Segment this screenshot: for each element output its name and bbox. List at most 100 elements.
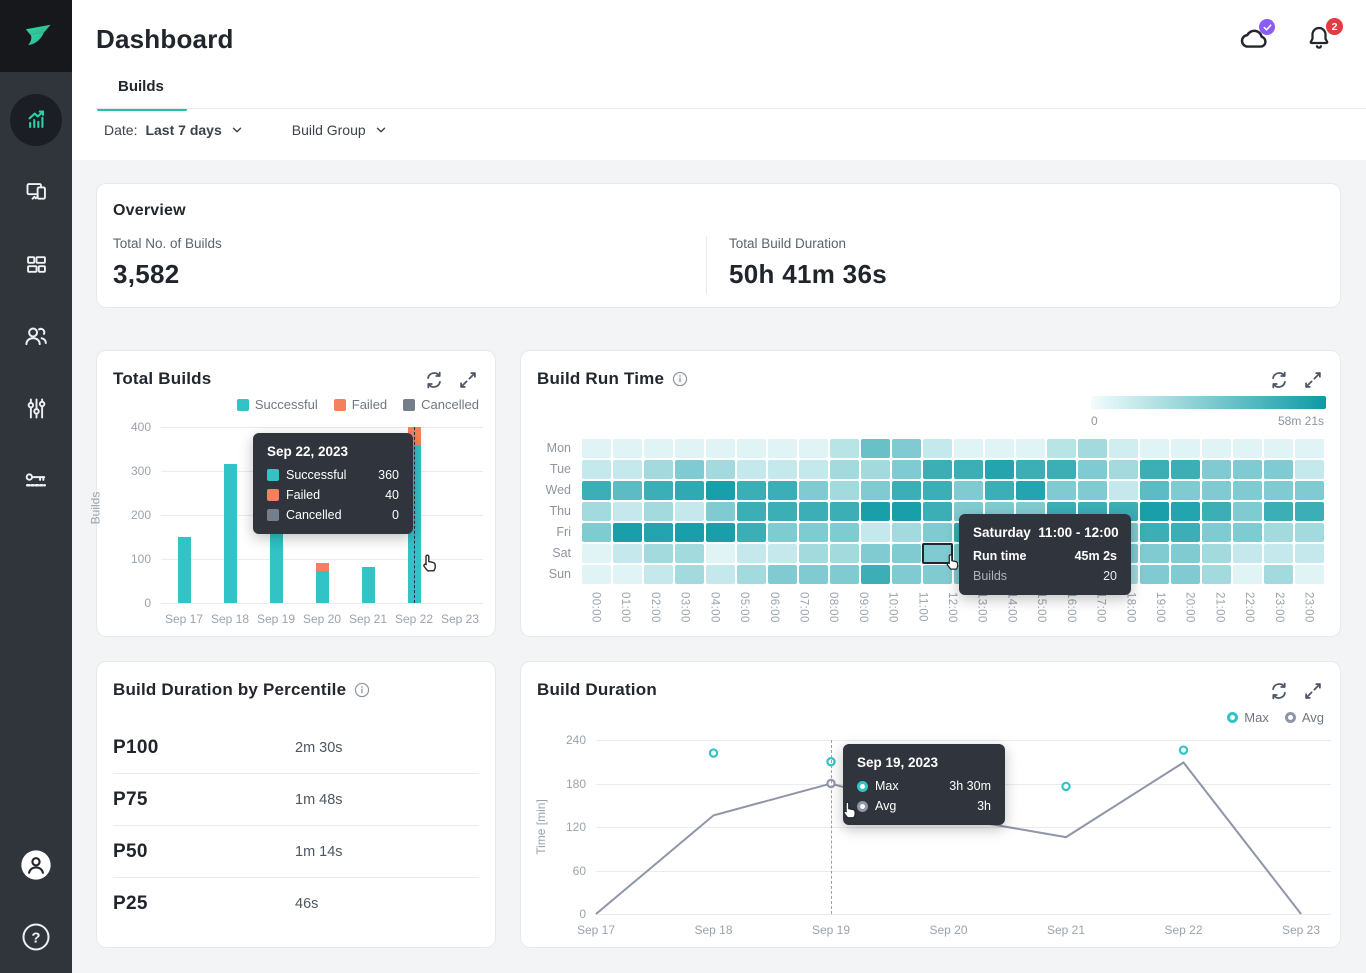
heatmap-cell[interactable] [985,439,1014,458]
heatmap-cell[interactable] [892,502,921,521]
heatmap-cell[interactable] [737,544,766,563]
heatmap-cell[interactable] [768,544,797,563]
heatmap-cell[interactable] [861,565,890,584]
max-marker[interactable] [1178,745,1189,755]
heatmap-cell[interactable] [861,460,890,479]
refresh-button[interactable] [423,369,445,391]
heatmap-cell[interactable] [675,460,704,479]
heatmap-cell[interactable] [799,460,828,479]
heatmap-cell[interactable] [923,502,952,521]
heatmap-cell[interactable] [923,481,952,500]
heatmap-cell[interactable] [1202,502,1231,521]
heatmap-cell[interactable] [582,544,611,563]
sidebar-item-settings[interactable] [0,384,72,432]
sidebar-item-device-lab[interactable] [0,168,72,216]
heatmap-cell[interactable] [892,523,921,542]
refresh-button[interactable] [1268,369,1290,391]
heatmap-cell[interactable] [613,481,642,500]
heatmap-cell[interactable] [613,439,642,458]
heatmap-cell[interactable] [675,565,704,584]
heatmap-cell[interactable] [1016,439,1045,458]
heatmap-cell[interactable] [1295,565,1324,584]
heatmap-cell[interactable] [1078,481,1107,500]
heatmap-cell[interactable] [768,439,797,458]
heatmap-cell[interactable] [954,481,983,500]
heatmap-cell[interactable] [1202,439,1231,458]
heatmap-cell[interactable] [923,460,952,479]
heatmap-cell[interactable] [1140,439,1169,458]
heatmap-cell[interactable] [1233,523,1262,542]
heatmap-cell[interactable] [1233,439,1262,458]
heatmap-cell[interactable] [613,544,642,563]
heatmap-cell[interactable] [1264,439,1293,458]
legend-item-successful[interactable]: Successful [236,397,318,412]
heatmap-cell[interactable] [985,481,1014,500]
heatmap-cell[interactable] [923,565,952,584]
heatmap-cell[interactable] [861,502,890,521]
heatmap-cell[interactable] [1171,439,1200,458]
heatmap-cell[interactable] [644,460,673,479]
heatmap-cell[interactable] [737,460,766,479]
date-filter-dropdown[interactable]: Date: Last 7 days [104,122,244,138]
max-marker[interactable] [708,748,719,758]
bar-successful[interactable] [223,464,237,603]
sidebar-item-profile[interactable] [0,841,72,889]
heatmap-cell[interactable] [1233,502,1262,521]
heatmap-cell[interactable] [1264,481,1293,500]
heatmap-cell[interactable] [737,565,766,584]
heatmap-cell[interactable] [1171,460,1200,479]
heatmap-cell[interactable] [1047,460,1076,479]
heatmap-cell[interactable] [830,439,859,458]
heatmap-cell[interactable] [1171,502,1200,521]
heatmap-cell[interactable] [892,439,921,458]
heatmap-cell[interactable] [1202,565,1231,584]
heatmap-cell[interactable] [644,565,673,584]
heatmap-cell[interactable] [737,439,766,458]
heatmap-cell[interactable] [861,481,890,500]
heatmap-cell[interactable] [892,544,921,563]
heatmap-cell[interactable] [1233,565,1262,584]
heatmap-cell[interactable] [706,439,735,458]
cloud-status-button[interactable] [1238,19,1275,56]
expand-button[interactable] [1302,369,1324,391]
heatmap-cell[interactable] [1078,460,1107,479]
expand-button[interactable] [1302,680,1324,702]
heatmap-cell[interactable] [644,439,673,458]
heatmap-cell[interactable] [830,523,859,542]
app-logo[interactable] [0,0,72,72]
heatmap-cell[interactable] [613,523,642,542]
heatmap-cell[interactable] [1233,460,1262,479]
heatmap-cell[interactable] [799,502,828,521]
heatmap-cell[interactable] [706,460,735,479]
sidebar-item-dashboard[interactable] [0,94,72,146]
heatmap-cell[interactable] [830,460,859,479]
heatmap-cell[interactable] [1140,523,1169,542]
heatmap-cell[interactable] [923,523,952,542]
heatmap-cell[interactable] [1264,544,1293,563]
heatmap-cell[interactable] [1109,460,1138,479]
refresh-button[interactable] [1268,680,1290,702]
heatmap-cell[interactable] [675,523,704,542]
tab-builds[interactable]: Builds [118,78,164,95]
heatmap-cell[interactable] [861,523,890,542]
heatmap-cell[interactable] [923,439,952,458]
heatmap-cell[interactable] [675,439,704,458]
heatmap-cell[interactable] [892,565,921,584]
heatmap-cell[interactable] [861,544,890,563]
heatmap-cell[interactable] [985,460,1014,479]
max-marker[interactable] [826,757,836,767]
heatmap-cell[interactable] [706,565,735,584]
heatmap-cell[interactable] [1202,544,1231,563]
heatmap-cell[interactable] [861,439,890,458]
notifications-button[interactable]: 2 [1304,18,1343,56]
sidebar-item-api-keys[interactable] [0,456,72,504]
sidebar-item-team[interactable] [0,312,72,360]
heatmap-cell[interactable] [1202,481,1231,500]
heatmap-cell[interactable] [644,481,673,500]
build-group-dropdown[interactable]: Build Group [292,122,388,138]
heatmap-cell[interactable] [613,460,642,479]
heatmap-cell[interactable] [1016,481,1045,500]
heatmap-cell[interactable] [1047,439,1076,458]
heatmap-cell[interactable] [582,460,611,479]
heatmap-cell[interactable] [954,439,983,458]
